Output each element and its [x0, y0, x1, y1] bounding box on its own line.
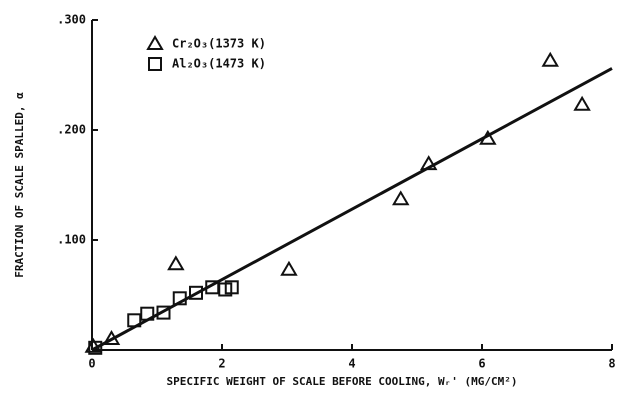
triangle-marker [280, 260, 298, 276]
triangle-marker [541, 51, 559, 67]
square-marker [189, 285, 203, 300]
square-marker [140, 306, 155, 321]
square-marker [224, 280, 239, 295]
x-axis-label: SPECIFIC WEIGHT OF SCALE BEFORE COOLING,… [167, 375, 518, 388]
fit-line [91, 67, 613, 352]
x-tick-label: 0 [88, 357, 95, 371]
y-tick-label: .200 [57, 123, 86, 137]
legend-label: Cr₂O₃(1373 K) [172, 37, 266, 51]
triangle-marker [102, 330, 121, 345]
triangle-marker [479, 129, 497, 145]
y-axis-label: FRACTION OF SCALE SPALLED, α [13, 92, 26, 278]
square-marker [148, 57, 162, 71]
triangle-marker [419, 155, 438, 171]
triangle-marker [573, 95, 591, 111]
x-tick-label: 6 [478, 357, 485, 371]
triangle-marker [392, 190, 410, 206]
y-tick-label: .100 [57, 233, 86, 247]
triangle-marker [146, 35, 164, 50]
square-marker [172, 291, 187, 306]
square-marker [156, 305, 171, 320]
triangle-marker [167, 255, 185, 271]
legend-label: Al₂O₃(1473 K) [172, 57, 266, 71]
x-tick-label: 2 [218, 357, 225, 371]
y-tick-label: .300 [57, 13, 86, 27]
x-tick-label: 4 [348, 357, 355, 371]
square-marker [88, 340, 103, 355]
x-tick-label: 8 [608, 357, 615, 371]
